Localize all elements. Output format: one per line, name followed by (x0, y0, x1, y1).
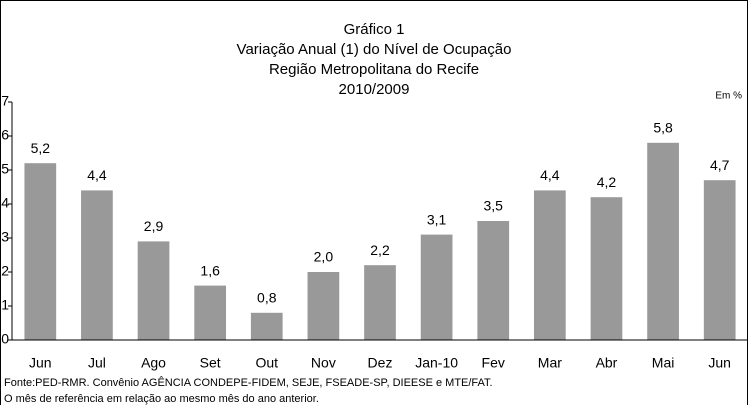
bar (250, 312, 283, 340)
y-tick-label: 6 (1, 127, 9, 143)
y-tick-label: 4 (1, 195, 9, 211)
x-tick-label: Jul (88, 355, 106, 371)
bar (24, 163, 57, 340)
footnote: Fonte:PED-RMR. Convênio AGÊNCIA CONDEPE-… (4, 376, 493, 389)
bar (420, 234, 453, 340)
bar (194, 285, 227, 340)
bar (137, 241, 170, 340)
data-label: 5,8 (653, 120, 673, 136)
x-tick-label: Abr (596, 355, 618, 371)
data-label: 4,4 (87, 167, 107, 183)
bar (533, 190, 566, 340)
bar (647, 142, 679, 340)
x-tick-label: Dez (368, 355, 393, 371)
data-label: 2,0 (314, 249, 334, 265)
data-label: 4,4 (540, 167, 560, 183)
y-tick-label: 7 (1, 93, 9, 109)
y-tick-label: 2 (1, 263, 9, 279)
bar (364, 265, 396, 340)
bar (307, 272, 340, 340)
data-label: 2,9 (144, 218, 164, 234)
y-tick-label: 5 (1, 161, 9, 177)
chart-subtitle: 2010/2009 (339, 81, 410, 98)
x-tick-label: Nov (311, 355, 336, 371)
y-tick-label: 1 (1, 297, 9, 313)
chart-subtitle: Região Metropolitana do Recife (269, 61, 479, 78)
data-label: 4,2 (597, 174, 617, 190)
x-tick-label: Set (200, 355, 221, 371)
bar (590, 197, 623, 340)
y-tick-label: 0 (1, 331, 9, 347)
x-tick-label: Ago (141, 355, 166, 371)
data-label: 0,8 (257, 290, 277, 306)
footnote: O mês de referência em relação ao mesmo … (4, 393, 319, 405)
data-label: 3,5 (483, 198, 503, 214)
data-label: 2,2 (370, 242, 390, 258)
bar (81, 190, 113, 340)
x-tick-label: Jan-10 (415, 355, 458, 371)
x-tick-label: Mai (652, 355, 675, 371)
bar (703, 180, 736, 340)
data-label: 5,2 (31, 140, 51, 156)
data-label: 1,6 (200, 262, 220, 278)
x-tick-label: Mar (538, 355, 562, 371)
x-tick-label: Out (255, 355, 278, 371)
x-tick-label: Fev (482, 355, 505, 371)
x-tick-label: Jun (29, 355, 52, 371)
data-label: 4,7 (710, 157, 730, 173)
chart-title: Gráfico 1 (344, 21, 405, 38)
unit-annotation: Em % (715, 91, 742, 102)
bar (477, 221, 510, 340)
x-tick-label: Jun (708, 355, 731, 371)
chart-subtitle: Variação Anual (1) do Nível de Ocupação (237, 41, 512, 58)
data-label: 3,1 (427, 211, 447, 227)
y-tick-label: 3 (1, 229, 9, 245)
